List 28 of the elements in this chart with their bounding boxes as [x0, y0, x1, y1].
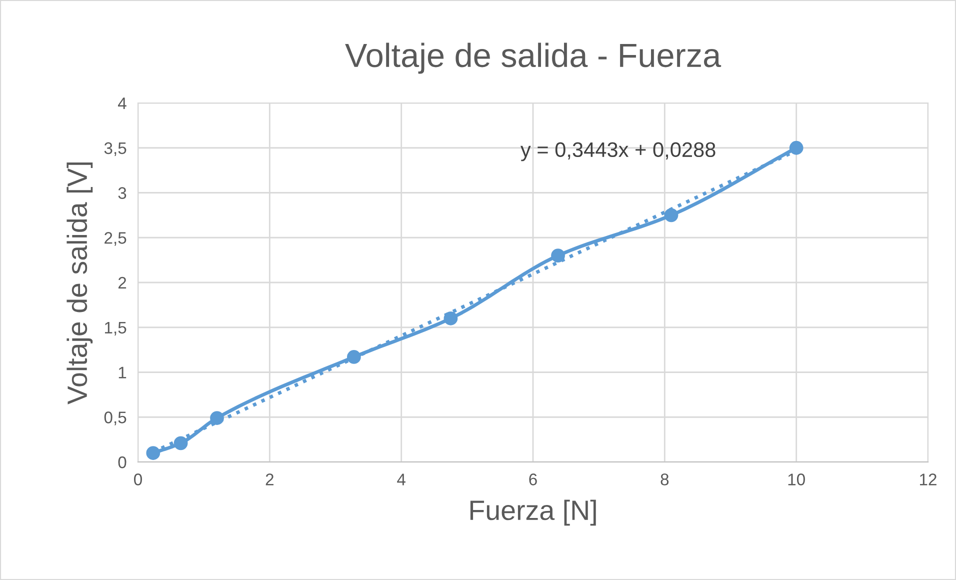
point	[174, 436, 188, 450]
y-tick-label: 0	[118, 456, 126, 468]
y-tick-label: 3,5	[104, 142, 126, 156]
y-tick-label: 2,5	[104, 232, 126, 246]
point	[551, 248, 565, 263]
x-tick-label: 10	[788, 474, 805, 486]
point	[444, 311, 458, 326]
y-tick-label: 3	[118, 187, 126, 199]
x-tick-label: 0	[134, 474, 142, 486]
point	[789, 140, 804, 155]
point	[346, 350, 361, 364]
point	[664, 208, 678, 222]
y-tick-label: 2	[118, 276, 126, 289]
x-tick-label: 12	[920, 474, 936, 486]
y-tick-label: 0,5	[104, 412, 126, 426]
x-tick-label: 2	[266, 474, 274, 486]
x-axis-title: Fuerza [N]	[470, 500, 596, 526]
point	[146, 446, 160, 460]
chart-title: Voltaje de salida - Fuerza	[345, 42, 722, 74]
x-tick-label: 6	[529, 474, 537, 486]
y-axis-title: Voltaje de salida [V]	[66, 162, 93, 404]
y-tick-label: 1,5	[104, 322, 126, 336]
y-tick-label: 1	[118, 366, 126, 378]
point	[210, 411, 224, 425]
y-tick-label: 4	[118, 98, 126, 110]
annotation: y = 0,3443x + 0,0288	[520, 142, 716, 162]
x-tick-label: 4	[397, 474, 406, 486]
x-tick-label: 8	[660, 474, 669, 486]
